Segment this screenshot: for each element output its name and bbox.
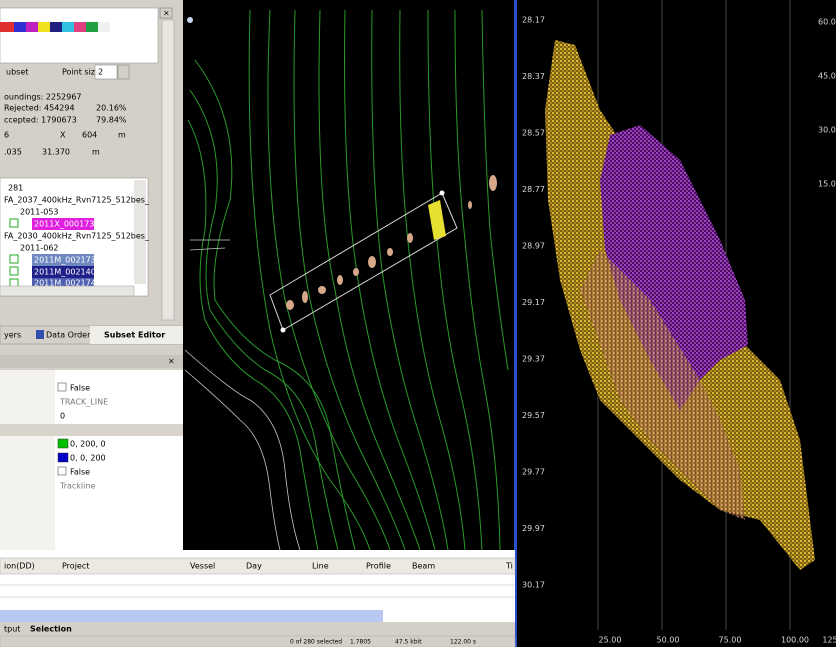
stat: X bbox=[60, 131, 66, 140]
stat: 31.370 bbox=[42, 148, 70, 157]
stat: ccepted: 1790673 bbox=[4, 116, 77, 125]
subset-label: ubset bbox=[6, 68, 28, 77]
tab[interactable]: Data Order bbox=[46, 331, 91, 340]
column-header[interactable]: Beam bbox=[412, 562, 435, 571]
status-text: 1.7805 bbox=[350, 639, 371, 646]
stat: 604 bbox=[82, 131, 97, 140]
point-size-value: 2 bbox=[98, 68, 103, 77]
tree-item[interactable]: 2011X_0001732 bbox=[34, 220, 99, 229]
right-label: 15.0 bbox=[818, 180, 836, 189]
stat: m bbox=[118, 131, 126, 140]
tree-item[interactable]: 2011M_0021406 bbox=[34, 268, 101, 277]
tree-item[interactable]: 2011-053 bbox=[20, 208, 59, 217]
y-label: 29.57 bbox=[522, 411, 545, 420]
stat: 20.16% bbox=[96, 104, 127, 113]
stat: 79.84% bbox=[96, 116, 127, 125]
tab[interactable]: yers bbox=[4, 331, 21, 340]
y-label: 29.17 bbox=[522, 298, 545, 307]
tab-active[interactable]: Subset Editor bbox=[104, 331, 165, 340]
y-label: 29.37 bbox=[522, 355, 545, 364]
right-label: 60.0 bbox=[818, 18, 836, 27]
property-value[interactable]: 0, 0, 200 bbox=[70, 454, 106, 463]
x-label: 25.00 bbox=[599, 636, 622, 645]
column-header[interactable]: Day bbox=[246, 562, 262, 571]
tab-active[interactable]: Selection bbox=[30, 625, 72, 634]
close-icon[interactable]: × bbox=[168, 357, 175, 366]
y-label: 29.97 bbox=[522, 524, 545, 533]
property-value[interactable]: 0 bbox=[60, 412, 65, 421]
x-label: 50.00 bbox=[657, 636, 680, 645]
column-header[interactable]: Ti bbox=[505, 562, 513, 571]
column-header[interactable]: Vessel bbox=[190, 562, 215, 571]
tree-item[interactable]: 281 bbox=[8, 184, 23, 193]
column-header[interactable]: Line bbox=[312, 562, 329, 571]
y-label: 28.37 bbox=[522, 72, 545, 81]
stat: m bbox=[92, 148, 100, 157]
status-text: 122.00 s bbox=[450, 639, 476, 646]
tree-item[interactable]: FA_2037_400kHz_Rvn7125_512bes_ bbox=[4, 196, 150, 205]
screen: × ubset Point size: 2 oundings: 2252967 … bbox=[0, 0, 836, 647]
right-label: 45.0 bbox=[818, 72, 836, 81]
y-label: 29.77 bbox=[522, 468, 545, 477]
y-label: 28.97 bbox=[522, 242, 545, 251]
x-label: 75.00 bbox=[719, 636, 742, 645]
close-icon: × bbox=[163, 9, 170, 18]
attribute-table: ion(DD) Project Vessel Day Line Profile Beam Ti… bbox=[0, 550, 515, 647]
y-label: 30.17 bbox=[522, 581, 545, 590]
property-value[interactable]: 0, 200, 0 bbox=[70, 440, 106, 449]
profile-view: 28.17 28.37 28.57 28.77 28.97 29.17 29.37 29.57… bbox=[514, 0, 836, 647]
status-text: 0 of 280 selected bbox=[290, 639, 342, 646]
tree-item[interactable]: 2011-062 bbox=[20, 244, 59, 253]
x-label: 100.00 bbox=[781, 636, 809, 645]
map-view bbox=[183, 0, 515, 550]
stat: oundings: 2252967 bbox=[4, 93, 82, 102]
tree-item[interactable]: 2011M_0021735 bbox=[34, 256, 101, 265]
y-label: 28.77 bbox=[522, 185, 545, 194]
tab[interactable]: tput bbox=[4, 625, 20, 634]
stat: 6 bbox=[4, 131, 9, 140]
scrollbar[interactable] bbox=[162, 20, 174, 320]
checkbox[interactable] bbox=[10, 219, 18, 227]
y-label: 28.57 bbox=[522, 129, 545, 138]
column-header[interactable]: ion(DD) bbox=[4, 562, 35, 571]
stat: Rejected: 454294 bbox=[4, 104, 75, 113]
y-label: 28.17 bbox=[522, 16, 545, 25]
property-value[interactable]: False bbox=[70, 468, 90, 477]
property-value[interactable]: Trackline bbox=[59, 482, 95, 491]
status-text: 47.5 kbit bbox=[395, 639, 422, 646]
column-header[interactable]: Profile bbox=[366, 562, 391, 571]
tree-item[interactable]: FA_2030_400kHz_Rvn7125_512bes_ bbox=[4, 232, 150, 241]
property-value[interactable]: False bbox=[70, 384, 90, 393]
color-bar bbox=[0, 22, 110, 32]
property-value[interactable]: TRACK_LINE bbox=[59, 398, 108, 407]
spinner[interactable] bbox=[118, 65, 129, 79]
right-label: 30.0 bbox=[818, 126, 836, 135]
stat: .035 bbox=[4, 148, 22, 157]
column-header[interactable]: Project bbox=[62, 562, 89, 571]
left-panel: × ubset Point size: 2 oundings: 2252967 … bbox=[0, 0, 183, 550]
x-label: 125 bbox=[822, 636, 836, 645]
